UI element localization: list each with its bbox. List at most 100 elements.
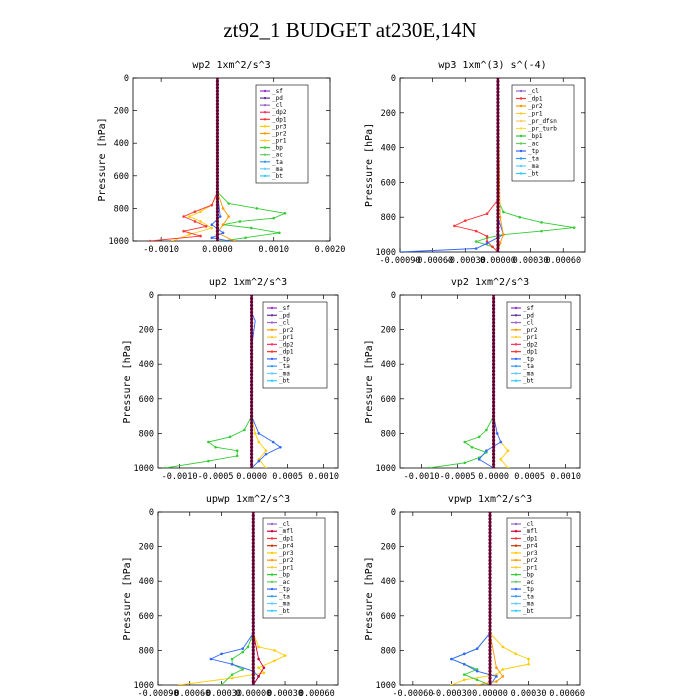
series-point_pr1 bbox=[495, 680, 498, 683]
legend-marker bbox=[270, 372, 274, 375]
series-point_ta bbox=[221, 231, 225, 235]
y-tick-label: 600 bbox=[381, 395, 396, 405]
series-point_bt bbox=[251, 614, 255, 618]
x-tick-label: 0.00000 bbox=[472, 689, 508, 699]
legend-entry: _pr2 bbox=[528, 103, 543, 110]
legend-entry: _bp1 bbox=[528, 133, 543, 140]
series-line_dp1 bbox=[149, 78, 218, 241]
series-point_bt bbox=[496, 212, 500, 216]
series-point_dp1 bbox=[207, 440, 210, 444]
y-tick-label: 800 bbox=[381, 213, 396, 223]
series-point_bt bbox=[488, 648, 492, 653]
series-point_bt bbox=[496, 78, 500, 80]
series-point_pr1 bbox=[475, 683, 479, 685]
series-point_tp bbox=[400, 250, 402, 252]
series-point_pr2 bbox=[498, 215, 502, 219]
series-point_bt bbox=[492, 376, 496, 380]
series-point_bp bbox=[246, 645, 250, 649]
series-point_bt bbox=[492, 348, 496, 352]
legend-entry: _ac bbox=[279, 579, 290, 586]
series-point_bt bbox=[496, 243, 500, 247]
page-title: zt92_1 BUDGET at230E,14N bbox=[223, 18, 477, 42]
legend-marker bbox=[270, 580, 274, 584]
series-point_bt bbox=[496, 142, 500, 146]
series-group bbox=[177, 512, 287, 685]
series-point_bp bbox=[283, 211, 287, 215]
x-tick-label: -0.00030 bbox=[431, 689, 472, 699]
series-point_bt bbox=[250, 303, 254, 307]
legend-marker bbox=[514, 587, 518, 591]
series-point_bt bbox=[496, 156, 500, 160]
series-point_bt bbox=[488, 634, 492, 639]
series-point_dp1 bbox=[204, 225, 208, 228]
series-point_bt bbox=[488, 524, 492, 528]
y-tick-label: 200 bbox=[139, 543, 154, 553]
series-point_bp1 bbox=[540, 229, 543, 233]
series-point_bt bbox=[251, 673, 255, 677]
series-point_bt bbox=[251, 583, 255, 587]
chart-panel-2: wp3 1xm^(3) s^(-4)02004006008001000-0.00… bbox=[364, 60, 586, 266]
series-point_bt bbox=[488, 569, 492, 573]
legend: _cl_mfl_dp1_pr4_pr3_pr2_pr1_bp_ac_tp_ta_… bbox=[262, 517, 326, 619]
chart-panel-4: vp2 1xm^2/s^3 0 200 400 600 800 1000 -0.0010 -0.… bbox=[364, 277, 581, 482]
series-point_tp bbox=[450, 657, 453, 661]
series-point_dp1 bbox=[243, 428, 246, 432]
series-point_bt bbox=[215, 187, 220, 191]
series-point_bt bbox=[492, 449, 496, 453]
series-point_bt bbox=[492, 400, 496, 404]
series-point_bt bbox=[492, 369, 496, 373]
series-point_bt bbox=[492, 366, 496, 370]
series-point_pr1 bbox=[495, 666, 498, 669]
series-point_bt bbox=[496, 198, 500, 202]
legend-entry: _ma bbox=[279, 370, 290, 377]
x-tick-label: 0.0000 bbox=[202, 245, 233, 255]
series-point_bt bbox=[250, 338, 254, 342]
legend-marker bbox=[263, 103, 267, 107]
series-point_pr2 bbox=[262, 671, 266, 675]
series-point_bt bbox=[215, 177, 220, 181]
x-tick-label: -0.00090 bbox=[380, 256, 421, 266]
legend-marker bbox=[519, 89, 523, 93]
series-point_bt bbox=[251, 603, 255, 608]
series-point_pr1 bbox=[264, 449, 268, 453]
series-point_bt bbox=[492, 445, 496, 449]
series-point_bt bbox=[215, 125, 220, 129]
legend-marker bbox=[270, 343, 274, 346]
legend-entry: _pd bbox=[272, 95, 283, 102]
legend-entry: _ta bbox=[279, 593, 290, 600]
series-point_pr2 bbox=[501, 645, 505, 649]
series-point_bt bbox=[492, 438, 496, 442]
legend-marker bbox=[263, 96, 267, 100]
series-point_tp bbox=[495, 432, 499, 435]
series-point_bt bbox=[488, 541, 492, 545]
y-tick-label: 1000 bbox=[134, 681, 154, 691]
series-point_pr2 bbox=[273, 659, 276, 663]
series-point_bt bbox=[496, 86, 500, 91]
series-point_bt bbox=[488, 551, 492, 556]
series-point_bt bbox=[492, 390, 496, 394]
series-point_bt bbox=[251, 527, 255, 531]
series-point_bt bbox=[492, 321, 496, 325]
series-point_bt bbox=[488, 683, 492, 685]
legend-entry: _pr3 bbox=[272, 123, 287, 130]
series-point_bt bbox=[496, 107, 500, 111]
legend-entry: _mfl bbox=[523, 528, 538, 535]
series-point_bt bbox=[488, 579, 492, 583]
series-point_bt bbox=[496, 173, 500, 178]
legend-entry: _pr2 bbox=[279, 557, 294, 564]
legend-entry: _dp1 bbox=[272, 116, 287, 123]
x-tick-label: 0.00060 bbox=[549, 689, 585, 699]
x-tick-label: 0.0005 bbox=[272, 472, 303, 482]
series-point_dp1 bbox=[228, 435, 232, 439]
y-tick-label: 0 bbox=[149, 508, 154, 518]
legend-entry: _pr1 bbox=[523, 334, 538, 341]
series-point_bp bbox=[475, 678, 479, 682]
series-point_bt bbox=[251, 600, 255, 604]
legend-box bbox=[506, 517, 572, 619]
series-point_bt bbox=[215, 216, 220, 220]
series-line_dp1 bbox=[453, 78, 499, 252]
series-point_bt bbox=[215, 109, 220, 113]
series-point_bt bbox=[250, 431, 254, 435]
series-point_tp bbox=[241, 647, 245, 650]
series-point_tp bbox=[495, 675, 498, 678]
